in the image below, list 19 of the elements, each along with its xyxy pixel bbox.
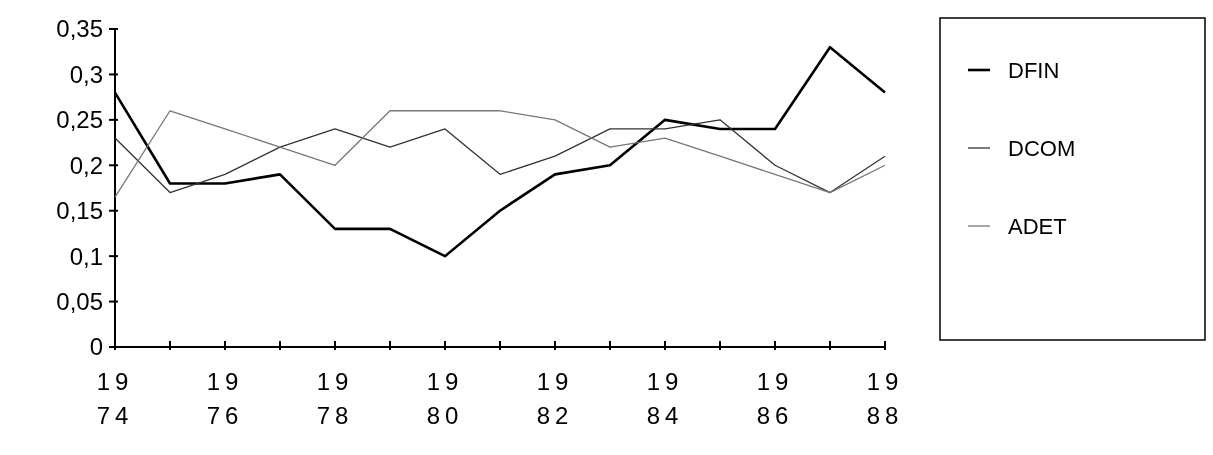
legend-label: DFIN: [1008, 57, 1060, 83]
y-tick-label: 0,05: [56, 287, 103, 315]
legend-label: DCOM: [1008, 135, 1076, 161]
x-tick-label: 1980: [426, 368, 464, 429]
y-tick-label: 0,1: [69, 242, 103, 270]
x-tick-label: 1988: [866, 368, 904, 429]
y-tick-label: 0,2: [69, 151, 103, 179]
x-tick-label: 1986: [756, 368, 794, 429]
y-tick-label: 0: [89, 333, 103, 361]
y-tick-label: 0,15: [56, 197, 103, 225]
y-tick-label: 0,3: [69, 60, 103, 88]
x-tick-label: 1982: [536, 368, 574, 429]
y-tick-label: 0,35: [56, 15, 103, 43]
x-tick-label: 1984: [646, 368, 684, 429]
x-tick-label: 1976: [206, 368, 244, 429]
x-tick-label: 1974: [96, 368, 134, 429]
y-tick-label: 0,25: [56, 106, 103, 134]
x-tick-label: 1978: [316, 368, 354, 429]
legend-label: ADET: [1008, 213, 1067, 239]
